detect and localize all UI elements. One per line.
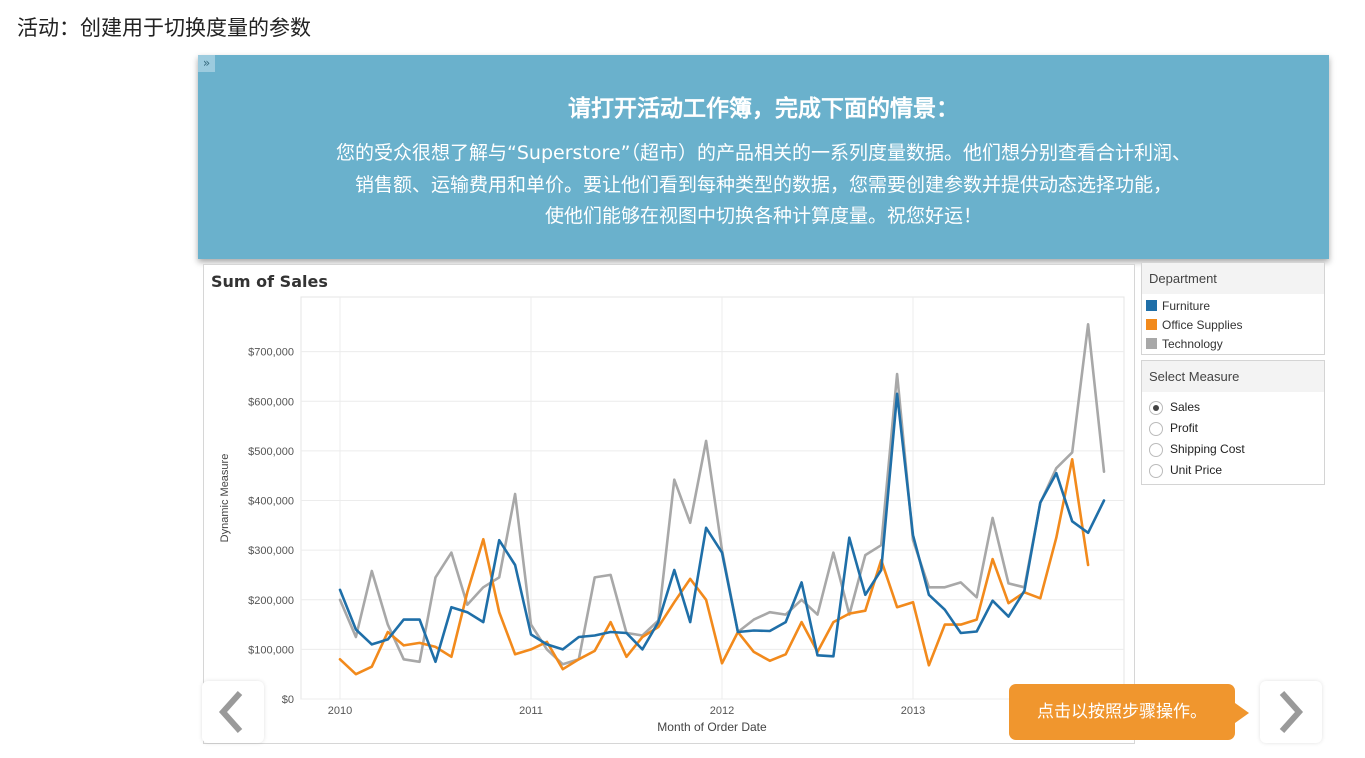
y-tick-label: $400,000	[248, 496, 294, 508]
parameter-title: Select Measure	[1142, 361, 1324, 392]
legend-label: Technology	[1162, 337, 1223, 351]
radio-selected-dot	[1153, 405, 1159, 411]
select-measure-parameter: Select Measure Sales Profit Shipping Cos…	[1141, 360, 1325, 485]
legend-item-technology[interactable]: Technology	[1142, 335, 1324, 354]
y-tick-label: $700,000	[248, 347, 294, 359]
radio-button[interactable]	[1149, 443, 1163, 457]
legend-swatch	[1146, 338, 1157, 349]
legend-label: Furniture	[1162, 299, 1211, 313]
x-tick-label: 2010	[328, 705, 352, 717]
banner-text-line: 销售额、运输费用和单价。要让他们看到每种类型的数据，您需要创建参数并提供动态选择…	[354, 174, 1172, 196]
radio-option-unit-price[interactable]: Unit Price	[1142, 461, 1324, 482]
y-tick-label: $500,000	[248, 446, 294, 458]
radio-label: Shipping Cost	[1170, 442, 1245, 456]
y-axis-label: Dynamic Measure	[219, 454, 231, 543]
y-tick-label: $0	[282, 694, 294, 706]
chevron-right-icon	[1279, 690, 1304, 734]
y-tick-label: $200,000	[248, 595, 294, 607]
radio-option-sales[interactable]: Sales	[1142, 398, 1324, 419]
radio-option-shipping-cost[interactable]: Shipping Cost	[1142, 440, 1324, 461]
radio-label: Unit Price	[1170, 463, 1223, 477]
banner-text-line: 使他们能够在视图中切换各种计算度量。祝您好运！	[544, 205, 982, 227]
legend-item-office-supplies[interactable]: Office Supplies	[1142, 316, 1324, 335]
line-chart: $0 $100,000 $200,000 $300,000 $400,000 $500,0…	[219, 296, 1125, 734]
tooltip-arrow	[1235, 703, 1249, 723]
series-line-office-supplies	[338, 458, 1090, 676]
radio-label: Sales	[1170, 400, 1201, 414]
banner-text-line: 您的受众很想了解与“Superstore”（超市）的产品相关的一系列度量数据。他…	[336, 142, 1191, 164]
scenario-banner: » 请打开活动工作簿，完成下面的情景： 您的受众很想了解与“Superstore…	[198, 55, 1329, 259]
double-chevron-right-icon[interactable]: »	[198, 55, 215, 72]
x-tick-label: 2013	[901, 705, 925, 717]
legend-title: Department	[1142, 263, 1324, 294]
plot-area	[300, 296, 1125, 700]
department-legend: Department Furniture Office Supplies Tec…	[1141, 262, 1325, 355]
chart-panel: $0 $100,000 $200,000 $300,000 $400,000 $500,0…	[203, 264, 1135, 744]
next-button[interactable]	[1260, 681, 1322, 743]
y-tick-label: $100,000	[248, 644, 294, 656]
chevron-left-icon	[218, 690, 243, 734]
legend-label: Office Supplies	[1162, 318, 1243, 332]
x-tick-label: 2012	[710, 705, 734, 717]
legend-item-furniture[interactable]: Furniture	[1142, 297, 1324, 316]
step-tooltip[interactable]: 点击以按照步骤操作。	[1009, 684, 1235, 740]
legend-swatch	[1146, 300, 1157, 311]
series-line-technology	[338, 322, 1106, 666]
y-tick-label: $300,000	[248, 545, 294, 557]
x-axis-label: Month of Order Date	[657, 720, 767, 734]
page-title: 活动：创建用于切换度量的参数	[17, 16, 311, 40]
x-tick-label: 2011	[519, 705, 543, 717]
series-line-furniture	[338, 392, 1106, 664]
radio-option-profit[interactable]: Profit	[1142, 419, 1324, 440]
previous-button[interactable]	[202, 681, 264, 743]
radio-button[interactable]	[1149, 464, 1163, 478]
banner-heading: 请打开活动工作簿，完成下面的情景：	[568, 96, 959, 122]
radio-button[interactable]	[1149, 422, 1163, 436]
chart-title: Sum of Sales	[211, 272, 328, 291]
story-stage: » 请打开活动工作簿，完成下面的情景： 您的受众很想了解与“Superstore…	[198, 55, 1329, 745]
radio-button[interactable]	[1149, 401, 1163, 415]
y-tick-label: $600,000	[248, 396, 294, 408]
legend-swatch	[1146, 319, 1157, 330]
radio-label: Profit	[1170, 421, 1199, 435]
